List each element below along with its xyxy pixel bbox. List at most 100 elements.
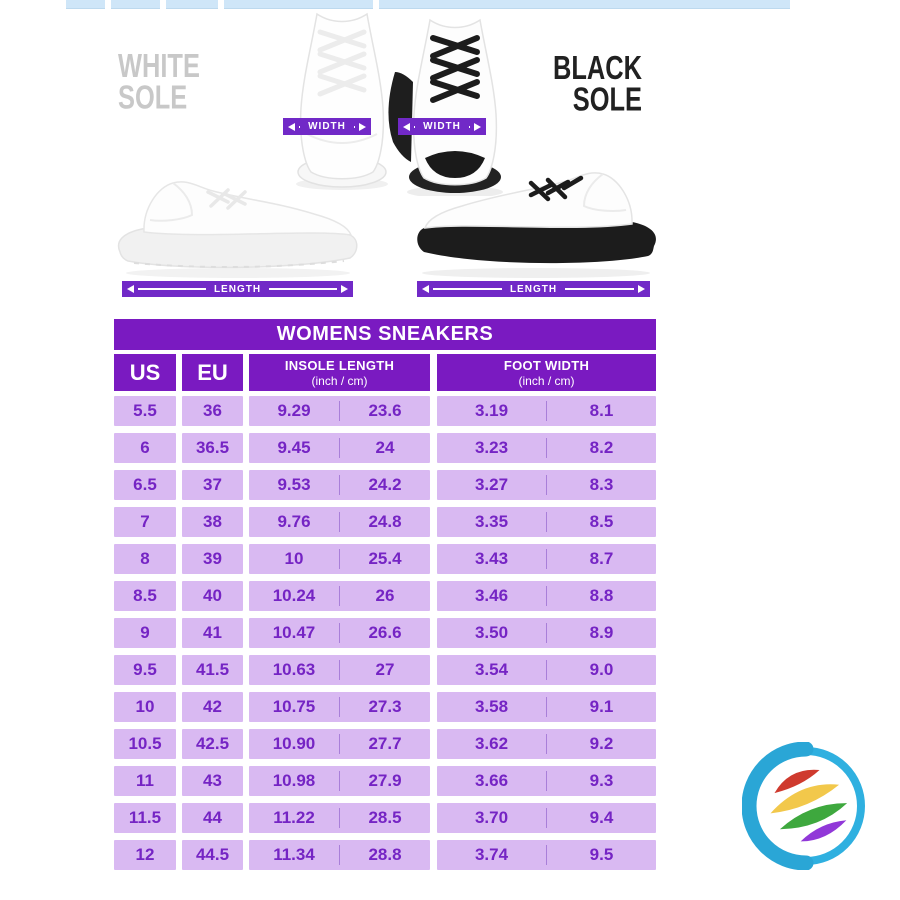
foot-width-cell: 3.66 9.3 [437,766,656,796]
foot-cm-value: 9.5 [589,845,614,864]
foot-cm-value: 8.1 [589,401,614,420]
insole-inch-value: 9.53 [277,475,311,494]
foot-width-cell: 3.54 9.0 [437,655,656,685]
cell-divider [546,845,547,865]
foot-inch-value: 3.50 [474,623,509,642]
insole-inch-value: 10.24 [272,586,316,605]
foot-inch-value: 3.19 [474,401,509,420]
eu-size-cell: 41.5 [182,655,243,685]
insole-length-cell: 9.53 24.2 [249,470,430,500]
foot-inch-value: 3.74 [474,845,509,864]
insole-inch-value: 11.34 [273,845,315,864]
black-sole-heading: BLACK SOLE [526,48,642,117]
foot-inch-value: 3.43 [474,549,509,568]
foot-width-cell: 3.43 8.7 [437,544,656,574]
foot-cm-value: 8.9 [589,623,614,642]
eu-size-cell: 43 [182,766,243,796]
length-measure-bar-right: LENGTH [417,281,650,297]
insole-cm-value: 27.9 [368,771,402,790]
table-row: 8 39 10 25.4 3.43 8.7 [114,544,656,574]
us-size-cell: 5.5 [114,396,176,426]
width-label: WIDTH [308,121,346,132]
table-row: 6 36.5 9.45 24 3.23 8.2 [114,433,656,463]
foot-inch-value: 3.23 [474,438,509,457]
eu-size-cell: 38 [182,507,243,537]
cell-divider [546,660,547,680]
eu-size-cell: 42 [182,692,243,722]
front-view-shoes-photo [296,12,503,196]
insole-length-cell: 10 25.4 [249,544,430,574]
white-sole-line1: WHITE [118,46,200,85]
arrow-right-icon [359,122,366,131]
foot-inch-value: 3.54 [474,660,509,679]
eu-size-cell: 40 [182,581,243,611]
table-row: 7 38 9.76 24.8 3.35 8.5 [114,507,656,537]
cell-divider [339,771,340,791]
insole-length-cell: 10.63 27 [249,655,430,685]
insole-cm-value: 27.3 [368,697,402,716]
header-foot-title: FOOT WIDTH [503,357,590,373]
cell-divider [546,586,547,606]
foot-cm-value: 8.3 [589,475,614,494]
foot-width-cell: 3.27 8.3 [437,470,656,500]
cell-divider [546,734,547,754]
foot-cm-value: 8.8 [589,586,614,605]
arrow-left-icon [403,122,410,131]
insole-inch-value: 10.90 [272,734,316,753]
insole-cm-value: 23.6 [368,401,402,420]
foot-width-cell: 3.46 8.8 [437,581,656,611]
arrow-right-icon [474,122,481,131]
cell-divider [546,623,547,643]
foot-cm-value: 9.1 [589,697,614,716]
cell-divider [339,623,340,643]
us-size-cell: 10 [114,692,176,722]
us-size-cell: 6 [114,433,176,463]
cell-divider [546,697,547,717]
table-row: 9 41 10.47 26.6 3.50 8.9 [114,618,656,648]
insole-inch-value: 9.76 [277,512,311,531]
insole-cm-value: 28.5 [368,808,402,827]
header-us: US [114,354,176,391]
foot-cm-value: 9.2 [589,734,614,753]
eu-size-cell: 41 [182,618,243,648]
arrow-right-icon [638,285,646,293]
foot-width-cell: 3.35 8.5 [437,507,656,537]
insole-length-cell: 11.34 28.8 [249,840,430,870]
cell-divider [546,512,547,532]
cropped-table-strip [66,0,790,9]
brand-logo [742,742,865,870]
strip-divider [105,0,111,9]
foot-inch-value: 3.27 [474,475,509,494]
table-title: WOMENS SNEAKERS [114,319,656,350]
table-row: 6.5 37 9.53 24.2 3.27 8.3 [114,470,656,500]
insole-cm-value: 26 [375,586,395,605]
cell-divider [339,808,340,828]
insole-length-cell: 10.24 26 [249,581,430,611]
insole-inch-value: 9.29 [277,401,311,420]
foot-width-cell: 3.58 9.1 [437,692,656,722]
eu-size-cell: 39 [182,544,243,574]
womens-size-table: WOMENS SNEAKERS US EU INSOLE LENGTH (inc… [114,319,656,877]
foot-inch-value: 3.66 [474,771,509,790]
insole-cm-value: 26.6 [368,623,402,642]
header-us-label: US [129,359,161,385]
cell-divider [339,586,340,606]
insole-length-cell: 9.29 23.6 [249,396,430,426]
cell-divider [339,697,340,717]
cell-divider [546,549,547,569]
insole-inch-value: 10 [284,549,304,568]
black-sole-line1: BLACK [553,48,642,87]
table-header-row: US EU INSOLE LENGTH (inch / cm) FOOT WID… [114,354,656,391]
black-front-shoe [388,18,503,196]
foot-cm-value: 9.4 [589,808,614,827]
us-size-cell: 6.5 [114,470,176,500]
insole-inch-value: 10.63 [272,660,316,679]
table-row: 10.5 42.5 10.90 27.7 3.62 9.2 [114,729,656,759]
table-row: 11.5 44 11.22 28.5 3.70 9.4 [114,803,656,833]
foot-inch-value: 3.35 [474,512,509,531]
us-size-cell: 11 [114,766,176,796]
us-size-cell: 8.5 [114,581,176,611]
cell-divider [546,771,547,791]
arrow-left-icon [288,122,295,131]
insole-inch-value: 10.98 [272,771,316,790]
